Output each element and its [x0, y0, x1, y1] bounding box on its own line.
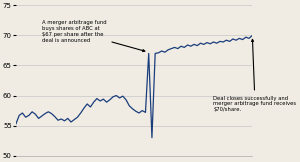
Text: Deal closes successfully and
merger arbitrage fund receives
$70/share.: Deal closes successfully and merger arbi…: [214, 39, 297, 112]
Text: A merger arbitrage fund
buys shares of ABC at
$67 per share after the
deal is an: A merger arbitrage fund buys shares of A…: [42, 20, 145, 52]
